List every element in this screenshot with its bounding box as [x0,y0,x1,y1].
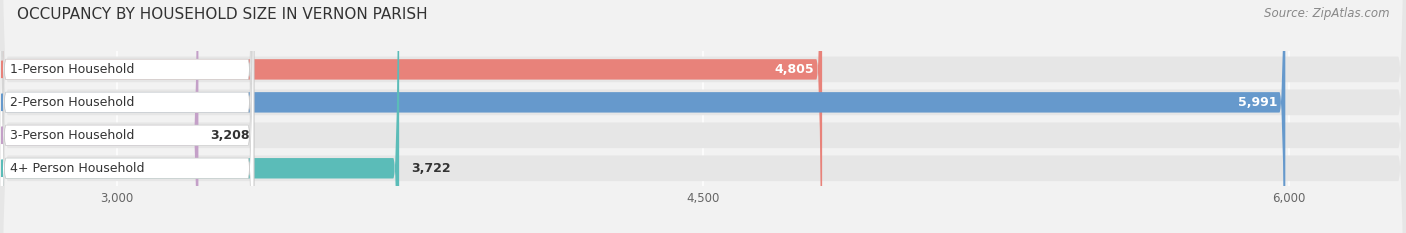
FancyBboxPatch shape [0,0,823,233]
FancyBboxPatch shape [0,0,254,233]
FancyBboxPatch shape [0,0,198,233]
Text: 2-Person Household: 2-Person Household [10,96,135,109]
FancyBboxPatch shape [0,0,254,233]
FancyBboxPatch shape [0,0,399,233]
Text: 3,722: 3,722 [411,162,450,175]
Text: 3,208: 3,208 [209,129,250,142]
Text: 3-Person Household: 3-Person Household [10,129,135,142]
Text: 4,805: 4,805 [775,63,814,76]
Text: 5,991: 5,991 [1239,96,1278,109]
Text: 4+ Person Household: 4+ Person Household [10,162,145,175]
Text: Source: ZipAtlas.com: Source: ZipAtlas.com [1264,7,1389,20]
FancyBboxPatch shape [0,0,254,233]
Text: OCCUPANCY BY HOUSEHOLD SIZE IN VERNON PARISH: OCCUPANCY BY HOUSEHOLD SIZE IN VERNON PA… [17,7,427,22]
Text: 1-Person Household: 1-Person Household [10,63,135,76]
FancyBboxPatch shape [0,0,1285,233]
FancyBboxPatch shape [0,0,254,233]
